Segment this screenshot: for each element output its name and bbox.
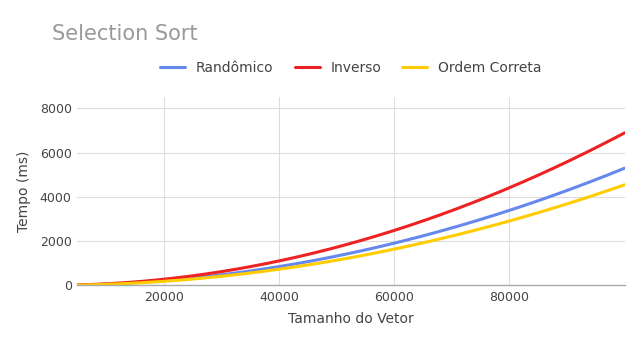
Line: Randômico: Randômico (48, 168, 625, 285)
Inverso (621, 131, 629, 135)
Line: Ordem Correta: Ordem Correta (48, 185, 625, 285)
Inverso (278, 258, 285, 262)
Randômico (504, 209, 512, 213)
Inverso (104, 282, 111, 286)
Line: Inverso: Inverso (48, 133, 625, 285)
X-axis label: Tamanho do Vetor: Tamanho do Vetor (288, 312, 414, 326)
Randômico (44, 283, 52, 287)
Inverso (44, 283, 52, 287)
Inverso (440, 211, 448, 215)
Y-axis label: Tempo (ms): Tempo (ms) (17, 151, 32, 232)
Randômico (298, 261, 306, 265)
Inverso (504, 186, 512, 190)
Inverso (298, 254, 306, 258)
Randômico (104, 282, 111, 286)
Ordem Correta (44, 283, 52, 287)
Randômico (278, 264, 285, 268)
Ordem Correta (298, 264, 306, 268)
Randômico (621, 166, 629, 170)
Ordem Correta (504, 219, 512, 223)
Legend: Randômico, Inverso, Ordem Correta: Randômico, Inverso, Ordem Correta (160, 62, 542, 76)
Ordem Correta (494, 222, 502, 226)
Inverso (494, 190, 502, 195)
Randômico (494, 212, 502, 216)
Ordem Correta (104, 282, 111, 286)
Ordem Correta (621, 183, 629, 187)
Text: Selection Sort: Selection Sort (52, 24, 197, 44)
Ordem Correta (278, 267, 285, 271)
Randômico (440, 228, 448, 232)
Ordem Correta (440, 236, 448, 240)
